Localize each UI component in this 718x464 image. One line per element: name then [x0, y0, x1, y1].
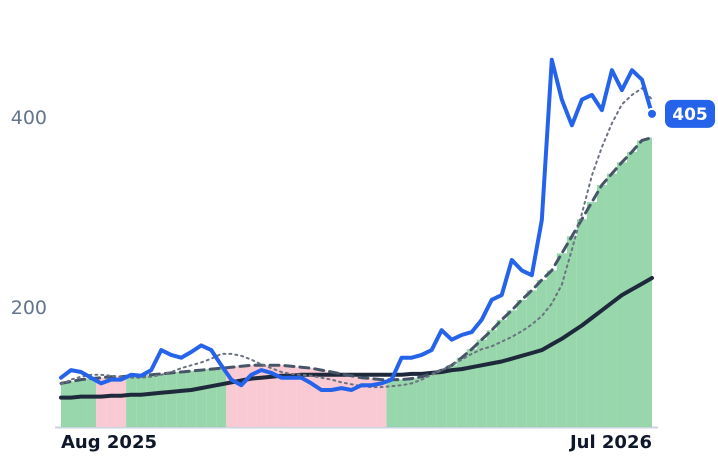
trend-shade [356, 377, 367, 427]
trend-shade [296, 367, 307, 427]
trend-shade [186, 371, 197, 427]
trend-shade [396, 379, 407, 427]
trend-shade [366, 378, 377, 427]
trend-shade [126, 375, 137, 427]
trend-shade [86, 378, 97, 427]
trend-shade [266, 365, 277, 427]
trend-shade [106, 376, 117, 427]
last-value-badge [665, 99, 715, 128]
trend-shade [66, 381, 77, 427]
labels: 200 400 Aug 2025 Jul 2026 405 [11, 99, 715, 453]
trend-shade [376, 379, 387, 427]
trend-shade [386, 379, 397, 427]
trend-shade [316, 370, 327, 427]
series-line [59, 136, 654, 385]
trend-shade [156, 373, 167, 427]
trend-shade [436, 370, 447, 427]
trend-shade [166, 372, 177, 427]
trend-shade [246, 365, 257, 427]
lines [59, 57, 654, 400]
trend-shade [446, 365, 457, 427]
trend-shade [136, 375, 147, 427]
trend-shade [216, 368, 227, 427]
trend-shade [196, 370, 207, 427]
x-tick-label: Jul 2026 [568, 432, 652, 453]
shading [61, 137, 652, 428]
series-line [60, 87, 653, 389]
last-value-label: 405 [672, 105, 708, 125]
trend-shade [456, 357, 467, 427]
trend-shade [256, 365, 267, 427]
trend-shade [596, 185, 607, 427]
trend-shade [336, 373, 347, 427]
series-line [59, 276, 654, 400]
trend-shade [586, 202, 597, 427]
trend-shade [466, 349, 477, 427]
trend-shade [286, 366, 297, 427]
trend-shade [306, 368, 317, 427]
trend-shade [426, 373, 437, 427]
trend-shade [206, 369, 217, 427]
trend-shade [236, 366, 247, 427]
trend-shade [646, 137, 652, 428]
trend-shade [406, 378, 417, 427]
trend-shade [506, 310, 517, 427]
series-line [59, 57, 654, 392]
trend-shade [96, 377, 107, 427]
trend-shade [61, 383, 67, 427]
trend-shade [496, 319, 507, 427]
trend-shade [516, 299, 527, 427]
trend-shade [76, 379, 87, 427]
trend-shade [146, 374, 157, 427]
y-tick-label: 400 [11, 107, 47, 129]
trend-shade [326, 371, 337, 427]
trend-shade [476, 339, 487, 427]
trend-shade [536, 279, 547, 427]
x-tick-label: Aug 2025 [61, 432, 157, 453]
trend-shade [276, 365, 287, 427]
trend-shade [346, 375, 357, 427]
trend-shade [226, 367, 237, 427]
trend-shade [416, 376, 427, 427]
trend-shade [176, 371, 187, 427]
trend-shade [546, 270, 557, 427]
trend-shade [116, 376, 127, 427]
trend-shade [486, 330, 497, 427]
last-point [646, 107, 658, 120]
trend-shade [526, 290, 537, 427]
y-tick-label: 200 [11, 297, 47, 319]
